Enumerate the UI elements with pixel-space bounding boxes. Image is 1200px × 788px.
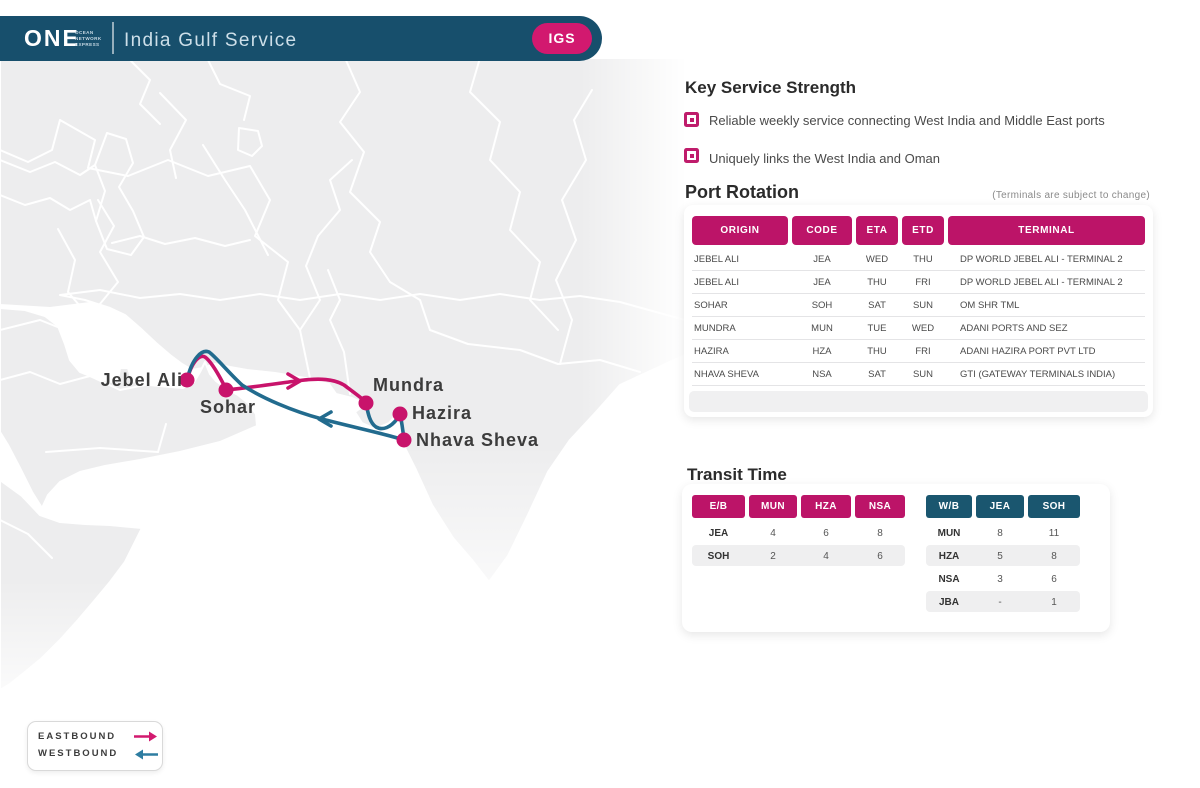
svg-text:Mundra: Mundra xyxy=(373,375,444,395)
svg-text:Jebel Ali: Jebel Ali xyxy=(101,370,183,390)
svg-text:Hazira: Hazira xyxy=(412,403,472,423)
svg-text:Nhava Sheva: Nhava Sheva xyxy=(416,430,539,450)
svg-text:Sohar: Sohar xyxy=(200,397,256,417)
